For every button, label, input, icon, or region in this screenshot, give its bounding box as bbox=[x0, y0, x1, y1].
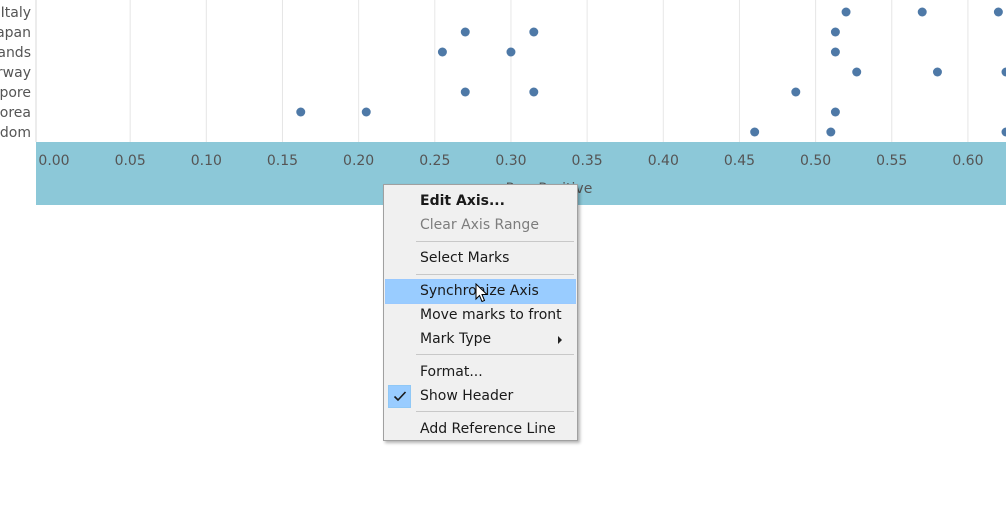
data-point[interactable] bbox=[1001, 127, 1006, 137]
menu-separator bbox=[416, 274, 574, 275]
x-tick-label: 0.50 bbox=[800, 153, 831, 169]
menu-separator bbox=[416, 241, 574, 242]
data-point[interactable] bbox=[841, 7, 851, 17]
x-tick-label: 0.60 bbox=[952, 153, 983, 169]
dot-plot-chart: Italy apan ands rway pore orea dom 0.00 0.05 0.1… bbox=[0, 0, 1006, 205]
axis-context-menu: Edit Axis... Clear Axis Range Select Mar… bbox=[383, 184, 578, 441]
x-axis-ticks: 0.00 0.05 0.10 0.15 0.20 0.25 0.30 0.35 0.40 0.45… bbox=[38, 153, 983, 169]
x-tick-label: 0.05 bbox=[115, 153, 146, 169]
row-label: pore bbox=[0, 85, 31, 101]
x-tick-label: 0.00 bbox=[38, 153, 69, 169]
show-header-label: Show Header bbox=[420, 388, 514, 404]
data-point[interactable] bbox=[529, 27, 539, 37]
data-point[interactable] bbox=[826, 127, 836, 137]
x-tick-label: 0.40 bbox=[648, 153, 679, 169]
row-label: Italy bbox=[1, 5, 31, 21]
data-point[interactable] bbox=[830, 47, 840, 57]
data-point[interactable] bbox=[437, 47, 447, 57]
add-reference-line-label: Add Reference Line bbox=[420, 421, 556, 437]
row-label: dom bbox=[0, 125, 31, 141]
data-point[interactable] bbox=[460, 87, 470, 97]
checkmark-icon bbox=[388, 385, 411, 408]
data-point[interactable] bbox=[529, 87, 539, 97]
edit-axis-menu-item[interactable]: Edit Axis... bbox=[386, 190, 575, 213]
data-point[interactable] bbox=[1001, 67, 1006, 77]
x-tick-label: 0.15 bbox=[267, 153, 298, 169]
x-tick-label: 0.20 bbox=[343, 153, 374, 169]
mark-type-label: Mark Type bbox=[420, 331, 492, 347]
row-labels: Italy apan ands rway pore orea dom bbox=[0, 5, 31, 141]
data-marks bbox=[296, 7, 1006, 137]
data-point[interactable] bbox=[830, 107, 840, 117]
row-label: rway bbox=[0, 65, 31, 81]
data-point[interactable] bbox=[361, 107, 371, 117]
x-tick-label: 0.35 bbox=[572, 153, 603, 169]
add-reference-line-menu-item[interactable]: Add Reference Line bbox=[386, 418, 575, 441]
mouse-cursor-icon bbox=[475, 283, 489, 303]
x-tick-label: 0.45 bbox=[724, 153, 755, 169]
data-point[interactable] bbox=[296, 107, 306, 117]
x-tick-label: 0.55 bbox=[876, 153, 907, 169]
data-point[interactable] bbox=[460, 27, 470, 37]
data-point[interactable] bbox=[917, 7, 927, 17]
data-point[interactable] bbox=[830, 27, 840, 37]
clear-axis-range-label: Clear Axis Range bbox=[420, 217, 539, 233]
x-tick-label: 0.30 bbox=[495, 153, 526, 169]
format-menu-item[interactable]: Format... bbox=[386, 361, 575, 384]
data-point[interactable] bbox=[791, 87, 801, 97]
grid-lines bbox=[129, 0, 969, 142]
row-label: orea bbox=[0, 105, 31, 121]
x-tick-label: 0.25 bbox=[419, 153, 450, 169]
data-point[interactable] bbox=[750, 127, 760, 137]
data-point[interactable] bbox=[932, 67, 942, 77]
submenu-arrow-icon bbox=[558, 336, 562, 344]
move-marks-to-front-label: Move marks to front bbox=[420, 307, 562, 323]
clear-axis-range-menu-item: Clear Axis Range bbox=[386, 214, 575, 237]
show-header-menu-item[interactable]: Show Header bbox=[386, 385, 575, 408]
format-label: Format... bbox=[420, 364, 483, 380]
mark-type-menu-item[interactable]: Mark Type bbox=[386, 328, 575, 351]
menu-separator bbox=[416, 354, 574, 355]
row-label: ands bbox=[0, 45, 31, 61]
data-point[interactable] bbox=[852, 67, 862, 77]
select-marks-menu-item[interactable]: Select Marks bbox=[386, 247, 575, 270]
row-label: apan bbox=[0, 25, 31, 41]
menu-separator bbox=[416, 411, 574, 412]
edit-axis-label: Edit Axis... bbox=[420, 193, 505, 209]
data-point[interactable] bbox=[506, 47, 516, 57]
move-marks-to-front-menu-item[interactable]: Move marks to front bbox=[386, 304, 575, 327]
data-point[interactable] bbox=[993, 7, 1003, 17]
x-tick-label: 0.10 bbox=[191, 153, 222, 169]
select-marks-label: Select Marks bbox=[420, 250, 510, 266]
